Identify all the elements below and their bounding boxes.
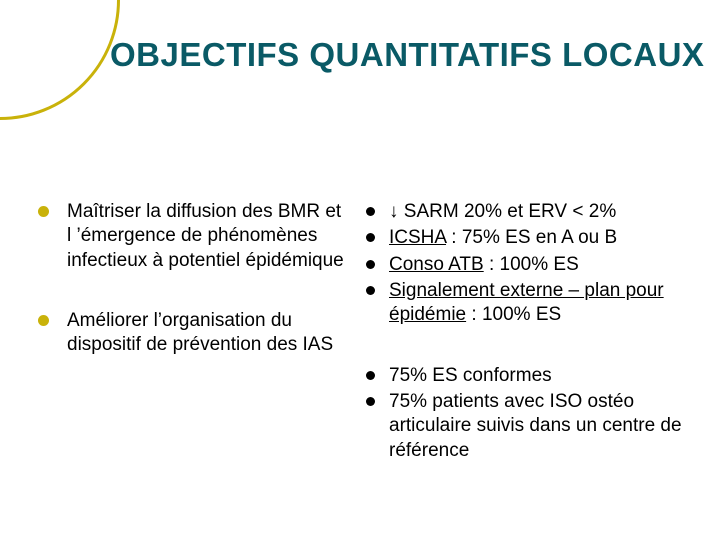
- bullet-inner-icon: [366, 397, 375, 406]
- list-item: Maîtriser la diffusion des BMR et l ’éme…: [38, 200, 348, 273]
- bullet-inner-icon: [366, 233, 375, 242]
- bullet-inner-icon: [366, 207, 375, 216]
- right-block-1: ↓ SARM 20% et ERV < 2% ICSHA : 75% ES en…: [366, 200, 690, 328]
- list-item: Améliorer l’organisation du dispositif d…: [38, 309, 348, 358]
- list-item: 75% patients avec ISO ostéo articulaire …: [366, 390, 690, 463]
- slide-title: OBJECTIFS QUANTITATIFS LOCAUX: [110, 36, 704, 74]
- list-item: ICSHA : 75% ES en A ou B: [366, 226, 690, 250]
- bullet-inner-icon: [366, 286, 375, 295]
- right-block-2: 75% ES conformes 75% patients avec ISO o…: [366, 364, 690, 463]
- decorative-corner-arc: [0, 0, 120, 120]
- bullet-outer-icon: [38, 315, 49, 326]
- objective-text: Maîtriser la diffusion des BMR et l ’éme…: [67, 200, 348, 273]
- bullet-inner-icon: [366, 371, 375, 380]
- objective-text: Améliorer l’organisation du dispositif d…: [67, 309, 348, 358]
- bullet-outer-icon: [38, 206, 49, 217]
- list-item: 75% ES conformes: [366, 364, 690, 388]
- metric-text: 75% ES conformes: [389, 364, 552, 388]
- metric-text: Conso ATB : 100% ES: [389, 253, 579, 277]
- metric-text: Signalement externe – plan pour épidémie…: [389, 279, 690, 328]
- left-block-1: Maîtriser la diffusion des BMR et l ’éme…: [38, 200, 348, 273]
- list-item: Signalement externe – plan pour épidémie…: [366, 279, 690, 328]
- metric-text: 75% patients avec ISO ostéo articulaire …: [389, 390, 690, 463]
- list-item: Conso ATB : 100% ES: [366, 253, 690, 277]
- content-area: Maîtriser la diffusion des BMR et l ’éme…: [38, 200, 690, 499]
- metric-text: ICSHA : 75% ES en A ou B: [389, 226, 617, 250]
- metric-text: ↓ SARM 20% et ERV < 2%: [389, 200, 616, 224]
- bullet-inner-icon: [366, 260, 375, 269]
- left-column: Maîtriser la diffusion des BMR et l ’éme…: [38, 200, 348, 499]
- list-item: ↓ SARM 20% et ERV < 2%: [366, 200, 690, 224]
- left-block-2: Améliorer l’organisation du dispositif d…: [38, 309, 348, 358]
- right-column: ↓ SARM 20% et ERV < 2% ICSHA : 75% ES en…: [366, 200, 690, 499]
